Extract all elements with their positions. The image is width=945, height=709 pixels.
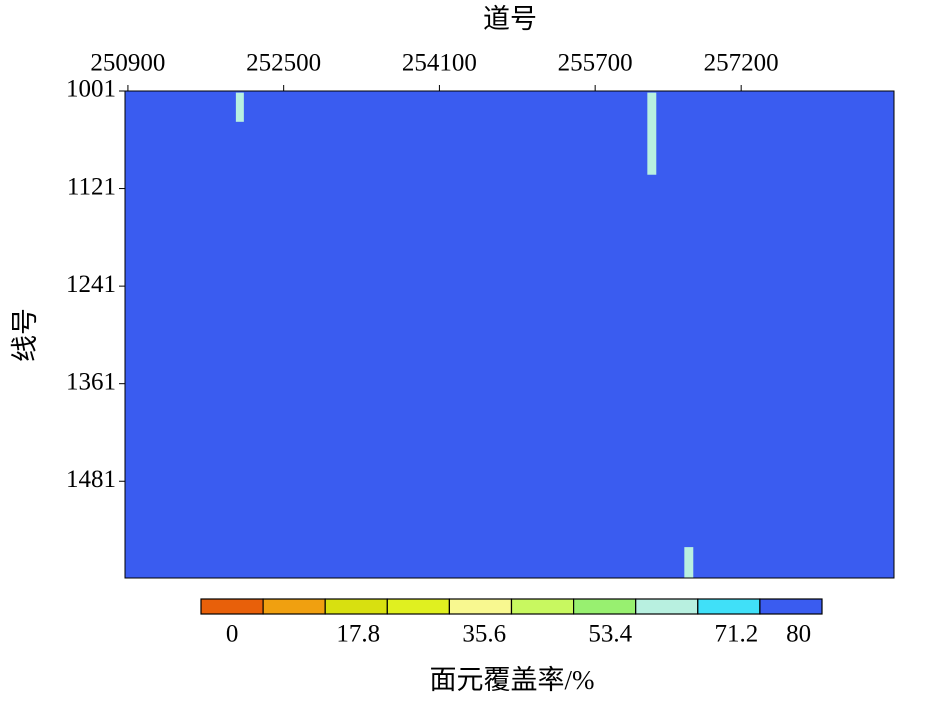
y-tick-label: 1241 — [66, 271, 116, 298]
colorbar-tick-label: 35.6 — [462, 621, 506, 648]
colorbar-segment — [448, 598, 513, 615]
x-tick-label: 257200 — [704, 50, 779, 77]
heatmap-cell — [684, 547, 694, 578]
plot-frame — [124, 90, 895, 579]
colorbar-segment — [510, 598, 575, 615]
colorbar-segment — [635, 598, 699, 615]
colorbar-segment — [572, 598, 637, 615]
y-tick-label: 1361 — [66, 368, 116, 395]
colorbar-tick-label: 80 — [786, 621, 811, 648]
heatmap-cell — [464, 92, 474, 105]
x-tick-label: 250900 — [90, 50, 165, 77]
heatmap-cell — [684, 537, 694, 548]
colorbar-segment — [200, 598, 264, 615]
y-tick-label: 1001 — [66, 76, 116, 103]
colorbar-tick-label: 0 — [226, 621, 239, 648]
x-tick-label: 252500 — [246, 50, 321, 77]
colorbar-label: 面元覆盖率/% — [430, 665, 595, 695]
x-tick-label: 254100 — [402, 50, 477, 77]
heatmap-cell — [630, 195, 638, 222]
colorbar-segment — [262, 598, 326, 615]
colorbar-segment — [386, 598, 450, 615]
colorbar-segment — [697, 598, 761, 615]
y-axis-label: 线号 — [10, 308, 40, 362]
colorbar-segment — [324, 598, 388, 615]
heatmap-cell — [739, 101, 749, 132]
heatmap-cell — [757, 382, 767, 386]
y-tick-label: 1481 — [66, 466, 116, 493]
y-tick-label: 1121 — [67, 173, 116, 200]
x-tick-label: 255700 — [558, 50, 633, 77]
chart-title: 道号 — [483, 4, 537, 34]
colorbar-segment — [759, 598, 823, 615]
heatmap-cell — [647, 92, 657, 175]
colorbar-tick-label: 71.2 — [714, 621, 758, 648]
colorbar-tick-label: 17.8 — [336, 621, 380, 648]
heatmap-cell — [235, 121, 244, 140]
heatmap-cell — [739, 184, 749, 213]
heatmap-cell — [529, 404, 539, 411]
colorbar-tick-label: 53.4 — [588, 621, 632, 648]
heatmap-cell — [226, 250, 236, 261]
heatmap-cell — [235, 92, 244, 122]
heatmap-cell — [179, 392, 190, 397]
heatmap-cell — [308, 92, 318, 100]
heatmap-cell — [125, 91, 894, 578]
